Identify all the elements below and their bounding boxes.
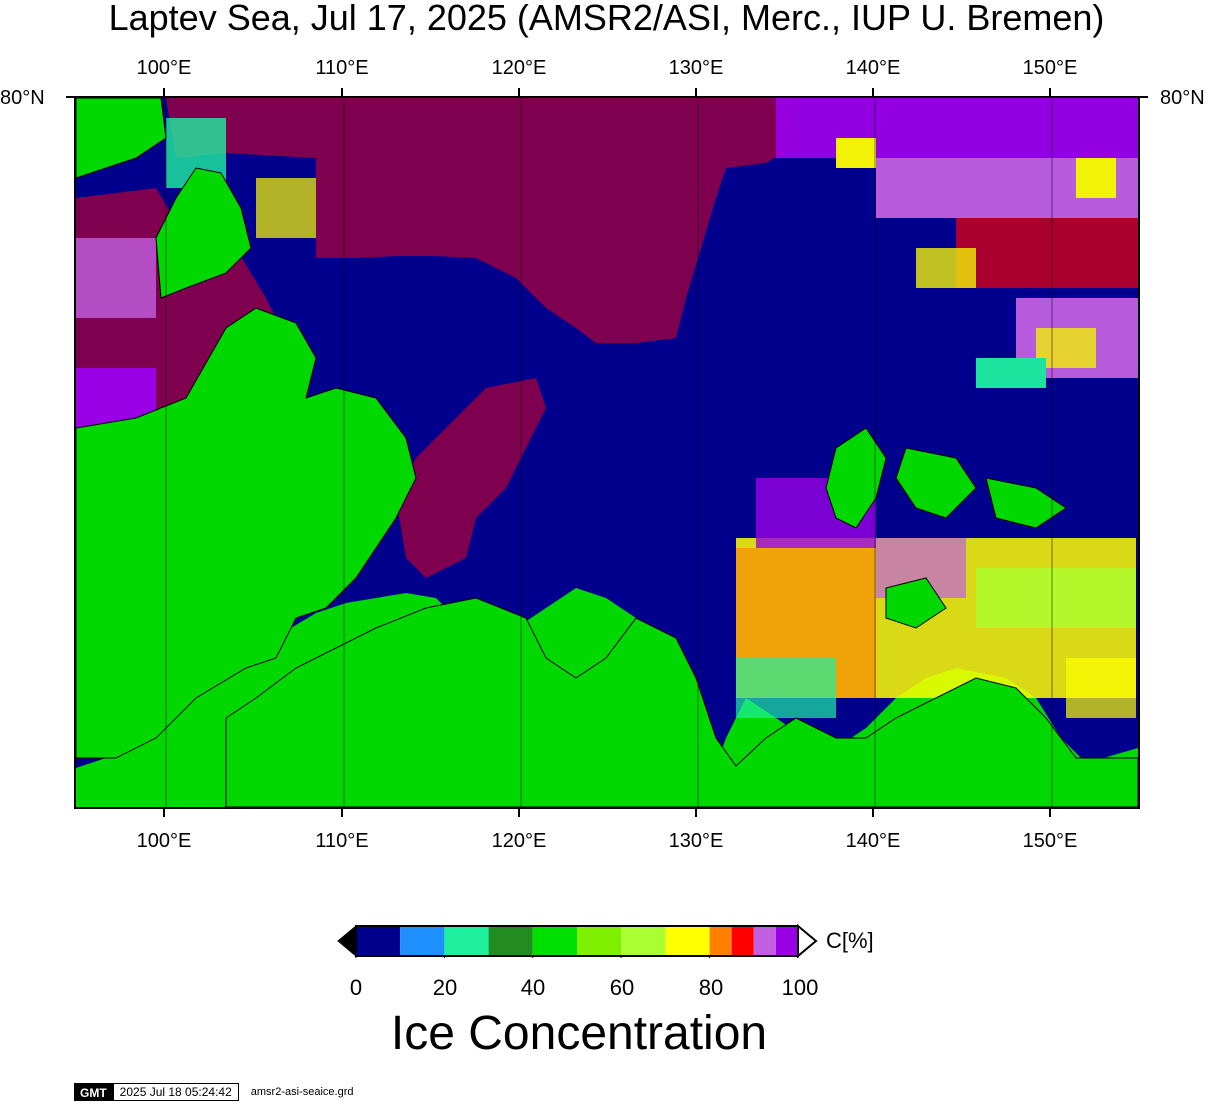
- lon-label-bottom-110: 110°E: [315, 830, 369, 852]
- lon-label-top-110: 110°E: [315, 57, 369, 79]
- colorbar-underflow-triangle: [337, 924, 357, 958]
- lon-label-top-150: 150°E: [1022, 57, 1078, 79]
- lon-label-top-120: 120°E: [491, 57, 547, 79]
- colorbar-segment: [488, 926, 533, 956]
- shelf-ice: [166, 98, 796, 343]
- gmt-footer: GMT 2025 Jul 18 05:24:42 amsr2-asi-seaic…: [74, 1082, 353, 1102]
- lon-label-bottom-140: 140°E: [845, 830, 901, 852]
- lat-label-right: 80°N: [1160, 87, 1205, 109]
- colorbar-unit: C[%]: [826, 928, 874, 953]
- land-taymyr: [76, 307, 417, 759]
- colorbar-segment: [731, 926, 754, 956]
- lon-label-bottom-130: 130°E: [668, 830, 724, 852]
- colorbar-segment: [532, 926, 577, 956]
- colorbar-segment: [665, 926, 710, 956]
- colorbar-tick-20: 20: [432, 975, 458, 1000]
- map-title: Laptev Sea, Jul 17, 2025 (AMSR2/ASI, Mer…: [108, 0, 1105, 38]
- land-severnaya-zemlya: [155, 167, 252, 299]
- land-small-island: [885, 577, 947, 629]
- colorbar-tick-0: 0: [349, 975, 363, 1000]
- colorbar-segment: [775, 926, 798, 956]
- timestamp: 2025 Jul 18 05:24:42: [112, 1083, 239, 1101]
- colorbar-segment: [621, 926, 666, 956]
- colorbar: [337, 924, 818, 958]
- land-new-siberian-islands: [825, 427, 887, 529]
- mixed-ice-ne: [776, 98, 1138, 388]
- map-canvas: [76, 98, 1138, 807]
- colorbar-tick-60: 60: [609, 975, 635, 1000]
- ice-strip-center: [396, 378, 546, 578]
- colorbar-segment: [400, 926, 445, 956]
- gmt-logo: GMT: [74, 1083, 113, 1101]
- lat-label-left: 80°N: [0, 87, 45, 109]
- colorbar-segment: [356, 926, 401, 956]
- land-kotelny: [895, 447, 977, 519]
- grid-file-name: amsr2-asi-seaice.grd: [250, 1086, 354, 1098]
- lon-label-bottom-120: 120°E: [491, 830, 547, 852]
- land-nw-corner: [76, 98, 167, 179]
- colorbar-title: Ice Concentration: [390, 1007, 768, 1060]
- land-faddeyevsky: [985, 477, 1067, 529]
- colorbar-segment: [444, 926, 489, 956]
- colorbar-tick-80: 80: [698, 975, 724, 1000]
- lon-label-bottom-150: 150°E: [1022, 830, 1078, 852]
- colorbar-segment: [709, 926, 732, 956]
- colorbar-tick-100: 100: [781, 975, 819, 1000]
- colorbar-tick-40: 40: [520, 975, 546, 1000]
- lon-label-top-140: 140°E: [845, 57, 901, 79]
- mixed-ice-se: [736, 478, 1136, 718]
- colorbar-overflow-triangle: [797, 924, 818, 958]
- colorbar-segment: [753, 926, 776, 956]
- lon-label-top-100: 100°E: [136, 57, 192, 79]
- ice-concentration-map: [74, 96, 1140, 809]
- lon-label-bottom-100: 100°E: [136, 830, 192, 852]
- lon-label-top-130: 130°E: [668, 57, 724, 79]
- colorbar-segment: [577, 926, 622, 956]
- land-south-coast: [225, 597, 1138, 807]
